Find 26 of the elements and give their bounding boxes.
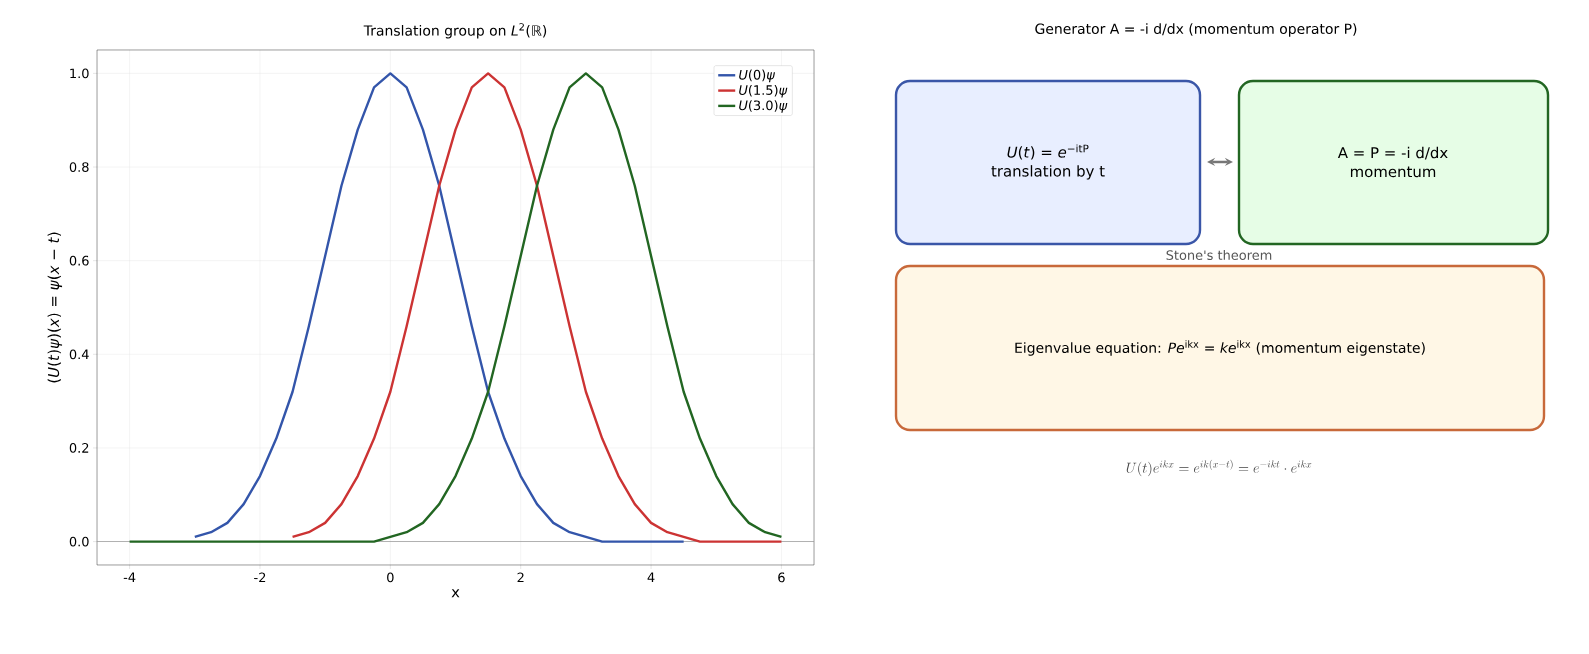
text: Eigenvalue equation: Pe$^{ikx}$ = ke$^{ikx}$ (momentum eigenstate) [1015, 340, 1425, 356]
legend-label: U(0)ψ [739, 69, 775, 83]
y-tick-label: 0.8 [69, 162, 89, 172]
text: Stone's theorem [1166, 249, 1272, 260]
text: Generator A = -i d/dx (momentum operator P) [1035, 23, 1357, 37]
y-tick-label: 1.0 [70, 68, 89, 79]
text: $U(t)e^{ikx} = e^{ik(x-t)} = e^{-ikt}\cdot e^{ikx}$ [1126, 459, 1312, 477]
text: momentum [1350, 166, 1436, 178]
x-tick-label: 0 [387, 572, 394, 583]
text: translation by t [991, 165, 1105, 180]
x-tick-label: 6 [778, 572, 785, 583]
x-tick-label: -4 [123, 572, 136, 582]
y-tick-label: 0.6 [69, 255, 89, 266]
text: U(t) = e$^{−itP}$ [1007, 144, 1089, 160]
legend-label: U(3.0)ψ [739, 100, 788, 113]
chart-title: Translation group on L$^{2}$(ℝ) [363, 23, 547, 39]
text: (U(t)ψ)(x) = ψ(x − t) [47, 232, 63, 383]
legend-label: U(1.5)ψ [739, 84, 788, 98]
x-tick-label: 4 [647, 572, 655, 582]
x-axis-title: x [451, 589, 460, 598]
y-tick-label: 0.2 [69, 443, 89, 453]
x-tick-label: -2 [254, 572, 266, 583]
y-tick-label: 0.4 [69, 349, 89, 360]
y-tick-label: 0.0 [69, 536, 89, 547]
text: A = P = -i d/dx [1337, 146, 1448, 160]
x-tick-label: 2 [517, 572, 524, 583]
